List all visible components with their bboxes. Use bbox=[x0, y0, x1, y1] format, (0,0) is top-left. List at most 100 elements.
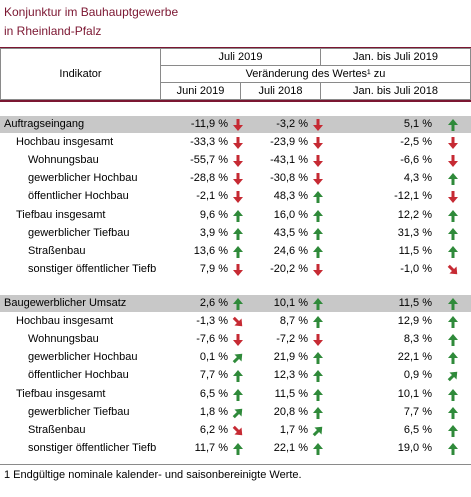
trend-arrow bbox=[233, 155, 243, 168]
trend-arrow bbox=[313, 406, 323, 419]
arrow-shape bbox=[233, 245, 243, 258]
trend-arrow bbox=[233, 442, 243, 455]
trend-arrow bbox=[448, 245, 458, 258]
value-cell: 31,3 % bbox=[397, 226, 432, 239]
value-cell: 5,1 % bbox=[403, 118, 432, 130]
arrow-shape bbox=[233, 191, 243, 204]
row-label: öffentlicher Hochbau bbox=[28, 369, 129, 382]
arrow-shape bbox=[313, 137, 323, 150]
value-cell: 11,7 % bbox=[194, 441, 228, 454]
value-cell: 11,5 % bbox=[398, 297, 432, 309]
value-cell: 7,7 % bbox=[403, 405, 432, 418]
arrow-shape bbox=[313, 388, 323, 401]
row-label: Wohnungsbau bbox=[28, 333, 99, 346]
arrow-shape bbox=[448, 298, 458, 310]
arrow-shape bbox=[313, 191, 323, 204]
trend-arrow bbox=[448, 155, 458, 168]
trend-arrow bbox=[233, 263, 243, 276]
trend-arrow bbox=[313, 173, 323, 186]
value-cell: -43,1 % bbox=[270, 154, 308, 167]
value-cell: -2,1 % bbox=[196, 190, 228, 203]
arrow-shape bbox=[232, 408, 243, 418]
arrow-shape bbox=[233, 388, 243, 401]
value-cell: -20,2 % bbox=[270, 262, 308, 275]
arrow-shape bbox=[313, 352, 323, 365]
arrow-shape bbox=[313, 406, 323, 419]
arrow-shape bbox=[448, 352, 458, 365]
value-cell: 19,0 % bbox=[397, 441, 432, 454]
trend-arrow bbox=[448, 227, 458, 240]
arrow-shape bbox=[313, 155, 323, 168]
value-cell: 24,6 % bbox=[273, 244, 308, 257]
arrow-shape bbox=[448, 137, 458, 150]
value-cell: 21,9 % bbox=[273, 351, 308, 364]
trend-arrow bbox=[448, 209, 458, 222]
trend-arrow bbox=[313, 209, 323, 222]
value-cell: -1,3 % bbox=[196, 315, 228, 328]
value-cell: 8,7 % bbox=[279, 315, 308, 328]
arrow-shape bbox=[233, 370, 243, 383]
arrow-shape bbox=[448, 227, 458, 240]
value-cell: 48,3 % bbox=[273, 190, 308, 203]
trend-arrow bbox=[313, 137, 323, 150]
trend-arrow bbox=[448, 388, 458, 401]
trend-arrow bbox=[448, 352, 458, 365]
value-cell: 7,7 % bbox=[199, 369, 228, 382]
trend-arrow bbox=[447, 372, 458, 382]
trend-arrow bbox=[232, 425, 243, 435]
arrow-shape bbox=[233, 334, 243, 347]
header-cell: Juli 2018 bbox=[240, 82, 321, 100]
value-cell: 9,6 % bbox=[199, 208, 228, 221]
trend-arrow bbox=[313, 388, 323, 401]
value-cell: 1,8 % bbox=[199, 405, 228, 418]
row-label: öffentlicher Hochbau bbox=[28, 190, 129, 203]
value-cell: 12,3 % bbox=[273, 369, 308, 382]
trend-arrow bbox=[313, 442, 323, 455]
value-cell: -2,5 % bbox=[400, 136, 432, 149]
value-cell: -28,8 % bbox=[190, 172, 228, 185]
row-label: Hochbau insgesamt bbox=[16, 315, 114, 328]
trend-arrow bbox=[448, 119, 458, 131]
section-band bbox=[0, 116, 471, 133]
trend-arrow bbox=[313, 191, 323, 204]
trend-arrow bbox=[232, 354, 243, 364]
arrow-shape bbox=[312, 426, 323, 436]
arrow-shape bbox=[232, 316, 243, 327]
value-cell: -6,6 % bbox=[400, 154, 432, 167]
trend-arrow bbox=[448, 316, 458, 329]
trend-arrow bbox=[233, 334, 243, 347]
value-cell: -30,8 % bbox=[270, 172, 308, 185]
trend-arrow bbox=[313, 245, 323, 258]
arrow-shape bbox=[233, 137, 243, 150]
value-cell: -23,9 % bbox=[270, 136, 308, 149]
row-label: Wohnungsbau bbox=[28, 154, 99, 167]
trend-arrow bbox=[312, 426, 323, 436]
rule bbox=[0, 100, 471, 102]
trend-arrow bbox=[448, 424, 458, 437]
trend-arrow bbox=[447, 264, 458, 275]
value-cell: 2,6 % bbox=[199, 297, 228, 309]
row-label: gewerblicher Tiefbau bbox=[28, 405, 130, 418]
value-cell: -55,7 % bbox=[190, 154, 228, 167]
row-label: Straßenbau bbox=[28, 244, 86, 257]
value-cell: 11,5 % bbox=[398, 244, 432, 257]
trend-arrow bbox=[313, 334, 323, 347]
arrow-shape bbox=[313, 119, 323, 131]
row-label: Tiefbau insgesamt bbox=[16, 208, 106, 221]
value-cell: -12,1 % bbox=[394, 190, 432, 203]
arrow-shape bbox=[448, 173, 458, 186]
value-cell: 8,3 % bbox=[403, 333, 432, 346]
arrow-shape bbox=[313, 227, 323, 240]
trend-arrow bbox=[233, 209, 243, 222]
arrow-shape bbox=[313, 442, 323, 455]
row-label: Tiefbau insgesamt bbox=[16, 387, 106, 400]
arrow-shape bbox=[233, 227, 243, 240]
value-cell: 12,9 % bbox=[397, 315, 432, 328]
trend-arrow bbox=[233, 137, 243, 150]
arrow-shape bbox=[233, 173, 243, 186]
arrow-shape bbox=[448, 191, 458, 204]
trend-arrow bbox=[313, 263, 323, 276]
arrow-shape bbox=[448, 155, 458, 168]
arrow-shape bbox=[233, 442, 243, 455]
arrow-shape bbox=[448, 424, 458, 437]
